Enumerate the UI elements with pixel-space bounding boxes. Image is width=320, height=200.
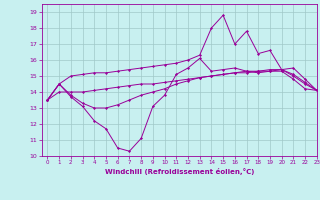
- X-axis label: Windchill (Refroidissement éolien,°C): Windchill (Refroidissement éolien,°C): [105, 168, 254, 175]
